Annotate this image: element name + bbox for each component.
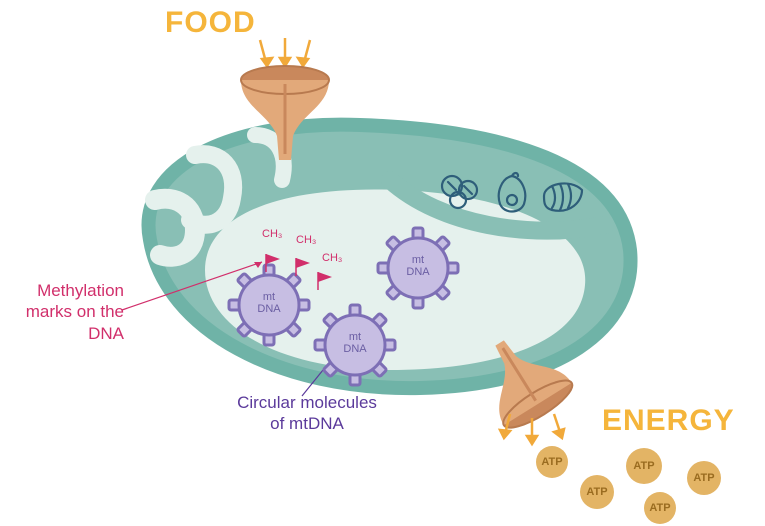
mtdna-gear-3 [361,211,474,324]
mtdna-gear-1 [212,248,325,361]
funnel-top-svg [205,36,365,196]
energy-title: ENERGY [602,404,735,438]
methyl-flag-3 [318,272,332,290]
ch3-label-3: CH₃ [322,252,342,264]
ch3-label-2: CH₃ [296,234,316,246]
atp-4: ATP [644,492,676,524]
methylation-label: Methylation marks on the DNA [6,280,124,344]
atp-2: ATP [580,475,614,509]
methyl-flag-2 [296,258,310,276]
ch3-label-1: CH₃ [262,228,282,240]
diagram-stage: FOOD [0,0,765,526]
mtdna-molecules-label: Circular molecules of mtDNA [212,392,402,435]
gears-svg [0,0,765,526]
atp-3: ATP [626,448,662,484]
atp-5: ATP [687,461,721,495]
atp-1: ATP [536,446,568,478]
mtdna-gear-2 [298,288,411,401]
